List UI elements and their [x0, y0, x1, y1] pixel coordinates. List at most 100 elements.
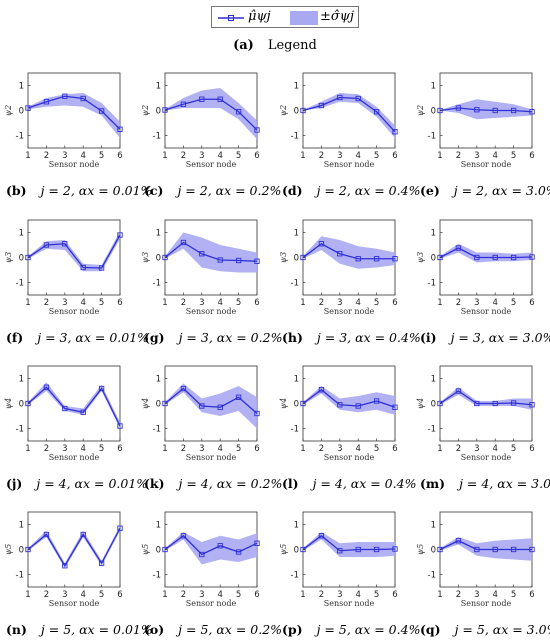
x-tick-label: 2 — [44, 444, 49, 454]
mean-marker — [80, 264, 86, 271]
mean-marker — [455, 105, 462, 111]
mean-line — [164, 241, 258, 262]
x-tick-label: 3 — [199, 151, 204, 161]
y-tick-label: 0 — [19, 254, 24, 264]
x-tick-label: 2 — [456, 590, 461, 600]
mean-marker — [337, 548, 343, 554]
x-tick-label: 3 — [199, 590, 204, 600]
mean-marker — [474, 546, 480, 553]
x-tick-label: 5 — [374, 444, 379, 454]
y-tick-label: 0 — [156, 107, 161, 117]
y-tick-label: 1 — [156, 229, 161, 239]
y-axis-label: ψ5 — [141, 544, 150, 555]
x-tick-label: 2 — [319, 298, 324, 308]
x-tick-label: 3 — [337, 298, 342, 308]
x-tick-label: 6 — [254, 298, 259, 308]
x-tick-label: 4 — [355, 444, 360, 454]
mean-marker — [199, 551, 205, 558]
subplot-condition: j = 2, αx = 0.2% — [177, 183, 282, 198]
x-tick-label: 4 — [217, 151, 222, 161]
x-tick-label: 5 — [236, 151, 241, 161]
mean-marker — [62, 405, 68, 412]
subplot-label: (b) — [6, 183, 27, 198]
subplot-condition: j = 3, αx = 3.0% — [450, 330, 550, 345]
mean-marker — [474, 107, 480, 113]
y-tick-label: 0 — [294, 254, 299, 264]
mean-marker — [180, 533, 187, 539]
y-axis-label: ψ5 — [279, 544, 288, 555]
subplot-label: (i) — [420, 330, 437, 345]
mean-marker — [510, 400, 517, 406]
y-tick-label: 0 — [19, 400, 24, 410]
mean-marker — [254, 540, 260, 546]
y-axis-label: ψ2 — [141, 105, 150, 116]
mean-marker — [474, 254, 480, 261]
plot-area — [27, 365, 121, 442]
y-tick-label: 1 — [19, 521, 24, 531]
subplot-label: (l) — [282, 476, 299, 491]
x-tick-label: 3 — [474, 151, 479, 161]
mean-marker — [117, 525, 123, 531]
subplot-caption: (i) j = 3, αx = 3.0% — [420, 330, 550, 345]
x-tick-label: 4 — [80, 151, 85, 161]
x-tick-label: 2 — [456, 151, 461, 161]
y-axis-label: ψ2 — [4, 105, 13, 116]
mean-marker — [529, 254, 535, 260]
y-tick-label: 1 — [156, 375, 161, 385]
y-axis-label: ψ2 — [416, 105, 425, 116]
x-tick-label: 6 — [392, 590, 397, 600]
x-tick-label: 5 — [511, 298, 516, 308]
y-tick-label: 1 — [19, 82, 24, 92]
x-tick-label: 4 — [355, 151, 360, 161]
x-tick-label: 5 — [374, 298, 379, 308]
x-tick-label: 5 — [99, 590, 104, 600]
subplot-caption: (p) j = 5, αx = 0.4% — [282, 622, 420, 637]
x-tick-label: 1 — [437, 444, 442, 454]
x-tick-label: 6 — [392, 444, 397, 454]
x-tick-label: 6 — [529, 151, 534, 161]
subplot-caption: (j) j = 4, αx = 0.01% — [6, 476, 148, 491]
subplot-label: (q) — [420, 622, 441, 637]
std-band — [28, 525, 120, 569]
subplot-caption: (g) j = 3, αx = 0.2% — [144, 330, 282, 345]
x-tick-label: 1 — [437, 590, 442, 600]
x-tick-label: 1 — [25, 590, 30, 600]
mean-marker — [199, 251, 205, 257]
x-tick-label: 6 — [117, 298, 122, 308]
x-tick-label: 6 — [254, 590, 259, 600]
x-tick-label: 4 — [80, 590, 85, 600]
x-tick-label: 1 — [437, 298, 442, 308]
x-tick-label: 3 — [62, 444, 67, 454]
mean-marker — [337, 251, 343, 257]
x-tick-label: 1 — [25, 298, 30, 308]
x-tick-label: 5 — [99, 444, 104, 454]
x-tick-label: 3 — [474, 444, 479, 454]
mean-marker — [235, 394, 242, 400]
x-tick-label: 3 — [199, 298, 204, 308]
std-band — [165, 88, 257, 140]
y-axis-label: ψ3 — [416, 252, 425, 263]
subplot-caption: (d) j = 2, αx = 0.4% — [282, 183, 420, 198]
std-band — [440, 387, 532, 410]
subplot-caption: (f) j = 3, αx = 0.01% — [6, 330, 149, 345]
mean-line — [27, 386, 121, 427]
x-tick-label: 2 — [44, 590, 49, 600]
y-tick-label: -1 — [153, 132, 161, 142]
std-band — [303, 532, 395, 557]
x-tick-label: 2 — [319, 151, 324, 161]
subplot-condition: j = 2, αx = 3.0% — [453, 183, 550, 198]
subplot-condition: j = 4, αx = 0.2% — [178, 476, 283, 491]
x-tick-label: 5 — [99, 151, 104, 161]
x-tick-label: 4 — [492, 298, 497, 308]
mean-marker — [373, 398, 380, 404]
subplot-condition: j = 2, αx = 0.4% — [316, 183, 421, 198]
mean-marker — [162, 107, 168, 113]
y-tick-label: 1 — [294, 375, 299, 385]
subplot-condition: j = 5, αx = 0.4% — [316, 622, 421, 637]
y-tick-label: 0 — [156, 400, 161, 410]
subplot-condition: j = 5, αx = 0.2% — [178, 622, 283, 637]
